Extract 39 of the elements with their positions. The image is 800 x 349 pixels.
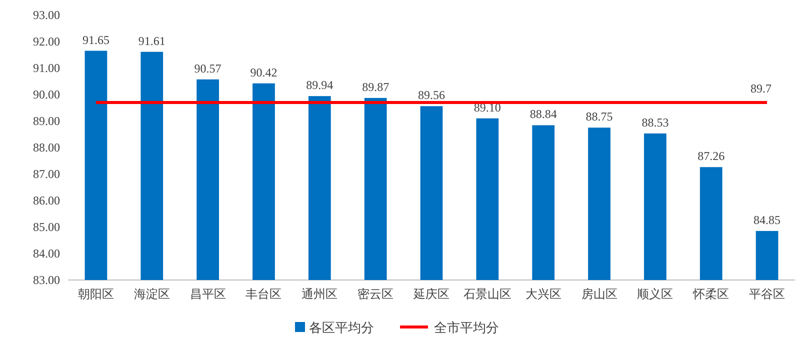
x-tick-label: 延庆区 [412,287,450,301]
y-tick-label: 86.00 [33,194,60,208]
data-label: 89.56 [418,88,445,102]
x-tick-label: 平谷区 [749,287,786,301]
legend-label: 全市平均分 [434,320,499,335]
data-label: 84.85 [754,212,781,227]
data-label: 90.57 [194,61,222,76]
x-tick-label: 石景山区 [463,287,512,301]
data-label: 88.53 [642,115,669,130]
data-label: 91.65 [82,32,110,47]
x-tick-label: 顺义区 [637,287,674,301]
y-tick-label: 93.00 [33,8,60,22]
x-tick-label: 通州区 [302,287,338,301]
x-tick-label: 房山区 [581,287,618,301]
y-tick-label: 91.00 [33,61,60,75]
y-tick-label: 85.00 [33,220,60,234]
y-tick-label: 87.00 [33,167,60,181]
x-tick-label: 丰台区 [246,287,282,301]
data-label: 88.75 [586,110,613,124]
x-tick-label: 怀柔区 [692,287,730,301]
x-tick-label: 朝阳区 [78,287,114,301]
y-tick-label: 89.00 [33,114,60,128]
data-label: 89.87 [362,80,390,94]
x-tick-label: 海淀区 [134,287,170,301]
x-tick-label: 大兴区 [525,287,562,301]
y-tick-label: 92.00 [33,34,60,48]
data-label: 89.94 [306,78,334,92]
y-tick-label: 83.00 [33,273,60,287]
data-label: 90.42 [250,65,278,80]
legend-label: 各区平均分 [309,320,374,335]
y-tick-label: 90.00 [33,88,60,102]
data-label: 91.61 [138,34,166,48]
x-tick-label: 密云区 [358,287,394,301]
data-label: 88.84 [530,107,557,122]
data-label: 87.26 [698,149,725,164]
x-tick-label: 昌平区 [190,287,226,301]
data-label: 89.7 [750,81,772,96]
y-tick-label: 84.00 [33,246,60,260]
y-tick-label: 88.00 [33,140,60,154]
